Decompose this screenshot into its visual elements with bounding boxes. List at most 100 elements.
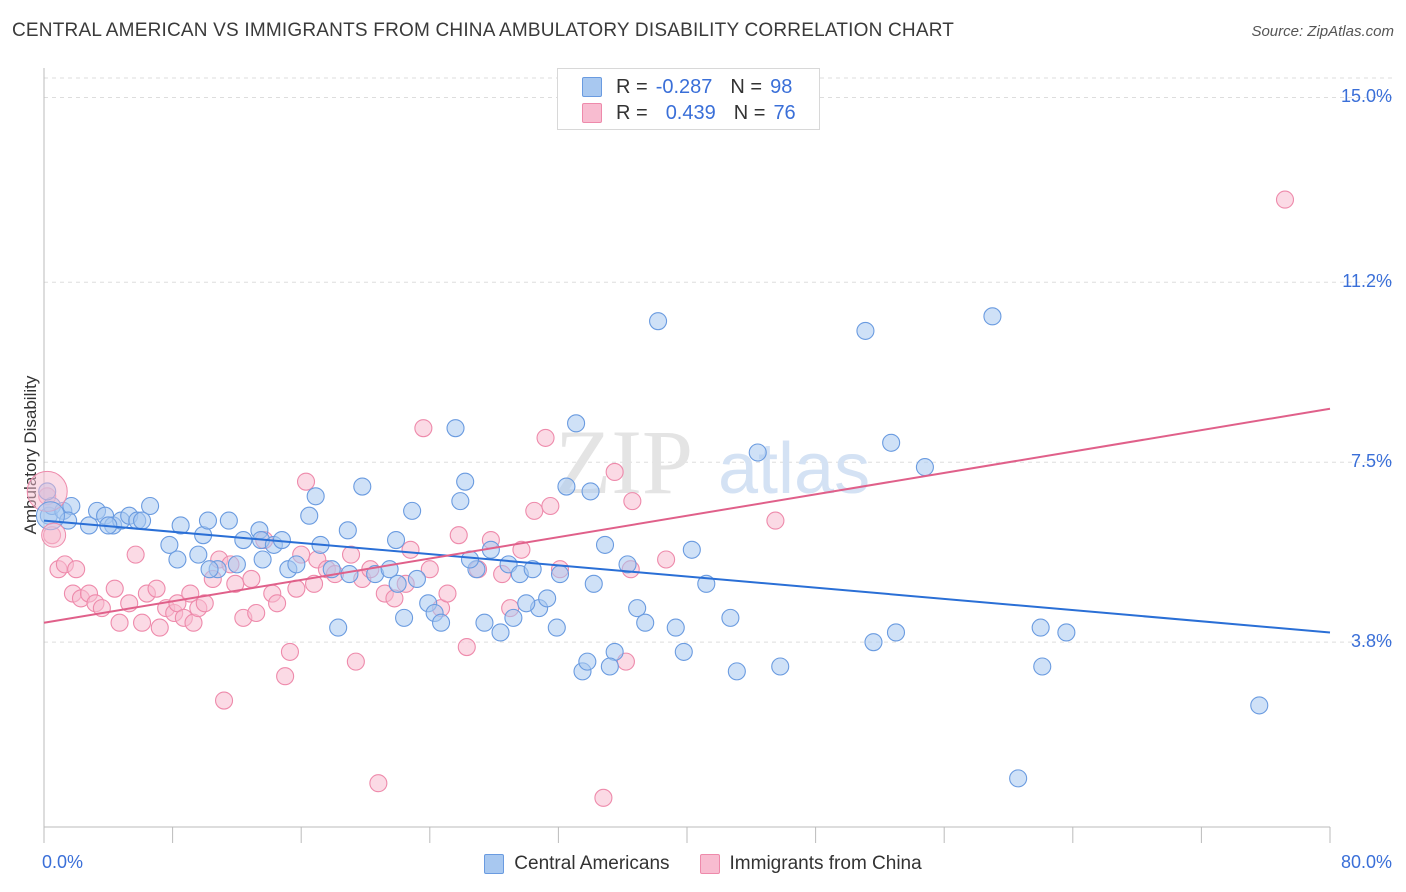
- r-value: -0.287: [655, 75, 713, 98]
- point-central-americans: [882, 433, 901, 452]
- point-immigrants-china: [105, 579, 124, 598]
- point-central-americans: [451, 492, 470, 511]
- legend-item-immigrants-china[interactable]: Immigrants from China: [699, 853, 922, 875]
- point-central-americans: [856, 321, 875, 340]
- point-immigrants-china: [280, 642, 299, 661]
- point-central-americans: [600, 657, 619, 676]
- point-immigrants-china: [133, 613, 152, 632]
- point-central-americans: [403, 501, 422, 520]
- point-immigrants-china: [296, 472, 316, 491]
- point-immigrants-china: [457, 637, 476, 657]
- n-label: N =: [733, 101, 766, 124]
- pink-swatch: [699, 854, 720, 874]
- point-immigrants-china: [268, 594, 287, 613]
- point-central-americans: [1031, 618, 1050, 637]
- point-immigrants-china: [536, 428, 555, 447]
- point-central-americans: [581, 482, 600, 501]
- legend-item-central-americans[interactable]: Central Americans: [484, 853, 670, 875]
- point-immigrants-china: [594, 788, 613, 807]
- point-central-americans: [649, 312, 668, 331]
- trend-line-immigrants-china: [43, 407, 1331, 624]
- point-immigrants-china: [512, 540, 531, 559]
- point-central-americans: [727, 662, 746, 681]
- point-central-americans: [340, 565, 359, 584]
- chart-title: CENTRAL AMERICAN VS IMMIGRANTS FROM CHIN…: [12, 20, 955, 41]
- point-immigrants-china: [242, 569, 261, 589]
- point-central-americans: [567, 414, 586, 433]
- point-central-americans: [578, 652, 597, 671]
- watermark-atlas: atlas: [718, 429, 870, 509]
- point-central-americans: [395, 608, 414, 627]
- point-immigrants-china: [766, 511, 785, 530]
- point-immigrants-china: [341, 545, 361, 564]
- point-central-americans: [407, 569, 426, 589]
- data-points: [26, 190, 1295, 807]
- point-immigrants-china: [657, 550, 676, 569]
- y-tick-label: 3.8%: [1350, 631, 1392, 652]
- point-central-americans: [234, 530, 253, 550]
- point-immigrants-china: [41, 522, 67, 548]
- n-value: 98: [770, 75, 793, 98]
- point-immigrants-china: [247, 603, 266, 623]
- blue-swatch: [582, 77, 602, 97]
- point-central-americans: [200, 560, 219, 579]
- point-central-americans: [141, 496, 160, 516]
- point-immigrants-china: [385, 589, 404, 608]
- point-central-americans: [171, 516, 190, 535]
- point-central-americans: [721, 608, 740, 627]
- point-immigrants-china: [346, 652, 365, 671]
- legend-label: Central Americans: [514, 853, 670, 874]
- point-central-americans: [329, 618, 348, 637]
- point-immigrants-china: [541, 496, 560, 516]
- point-central-americans: [504, 608, 523, 627]
- point-central-americans: [446, 419, 465, 438]
- point-central-americans: [475, 613, 494, 632]
- point-central-americans: [915, 458, 934, 477]
- n-label: N =: [730, 75, 763, 98]
- watermark: ZIP atlas: [555, 411, 870, 513]
- point-immigrants-china: [276, 667, 295, 686]
- trend-lines: [43, 407, 1331, 634]
- point-central-americans: [432, 613, 451, 632]
- point-central-americans: [547, 618, 566, 637]
- point-central-americans: [636, 613, 655, 632]
- point-central-americans: [748, 443, 767, 462]
- point-central-americans: [682, 540, 701, 559]
- point-central-americans: [456, 472, 475, 491]
- y-tick-label: 11.2%: [1342, 271, 1392, 292]
- point-immigrants-china: [449, 526, 468, 545]
- point-central-americans: [1009, 769, 1028, 788]
- series-legend: Central Americans Immigrants from China: [0, 851, 1406, 877]
- point-central-americans: [771, 657, 790, 676]
- grid-lines: [44, 77, 1392, 643]
- x-tick-max: 80.0%: [1340, 852, 1392, 872]
- axes: [43, 68, 1331, 843]
- point-immigrants-china: [150, 618, 169, 637]
- point-central-americans: [557, 477, 576, 496]
- point-central-americans: [886, 623, 906, 642]
- stats-row-immigrants-china: R = 0.439 N = 76: [582, 100, 796, 126]
- point-central-americans: [517, 594, 536, 613]
- source-note: Source: ZipAtlas.com: [1251, 23, 1394, 40]
- pink-swatch: [582, 103, 602, 123]
- point-immigrants-china: [420, 560, 439, 579]
- point-central-americans: [1250, 696, 1269, 715]
- point-central-americans: [1057, 623, 1076, 642]
- point-central-americans: [983, 307, 1002, 326]
- point-immigrants-china: [525, 501, 544, 520]
- point-immigrants-china: [605, 462, 624, 482]
- point-central-americans: [133, 511, 152, 530]
- n-value: 76: [773, 101, 796, 124]
- point-central-americans: [253, 550, 272, 569]
- point-central-americans: [584, 574, 603, 593]
- point-immigrants-china: [305, 574, 324, 593]
- point-immigrants-china: [414, 419, 433, 438]
- point-immigrants-china: [401, 540, 420, 559]
- point-central-americans: [1033, 657, 1052, 676]
- point-central-americans: [300, 506, 319, 525]
- point-central-americans: [674, 642, 693, 661]
- stats-row-central-americans: R = -0.287 N = 98: [582, 74, 792, 100]
- point-immigrants-china: [147, 579, 166, 598]
- point-immigrants-china: [195, 594, 214, 613]
- x-tick-min: 0.0%: [42, 852, 84, 872]
